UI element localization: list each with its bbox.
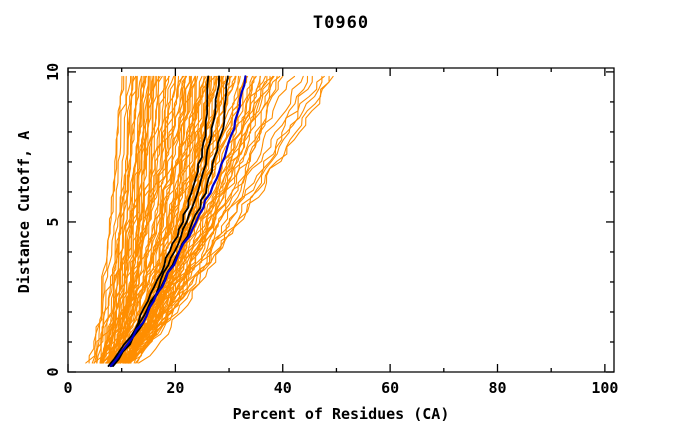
orange-model-curve xyxy=(122,75,218,364)
x-tick-label-100: 100 xyxy=(591,379,618,397)
orange-model-curve xyxy=(138,75,281,364)
orange-model-curve xyxy=(120,75,325,364)
orange-model-curve xyxy=(123,75,236,364)
orange-model-curve xyxy=(100,75,170,364)
orange-model-curve xyxy=(108,75,183,364)
orange-model-curve xyxy=(106,75,175,364)
y-tick-label-10: 10 xyxy=(44,63,62,81)
orange-model-curve xyxy=(91,75,137,364)
orange-model-curve xyxy=(118,75,304,364)
orange-model-curve xyxy=(127,75,313,364)
axes xyxy=(67,67,615,373)
orange-model-curve xyxy=(103,75,142,364)
orange-model-curve xyxy=(101,75,170,364)
y-tick-label-0: 0 xyxy=(44,367,62,376)
orange-model-curve xyxy=(101,75,218,364)
orange-model-curve xyxy=(107,75,180,364)
orange-model-curve xyxy=(93,75,127,364)
orange-model-curve xyxy=(101,75,147,364)
x-tick-label-80: 80 xyxy=(488,379,506,397)
orange-model-curve xyxy=(129,75,330,364)
x-tick-label-20: 20 xyxy=(166,379,184,397)
orange-model-curve xyxy=(96,75,143,364)
highlighted-model-curves xyxy=(107,75,247,368)
orange-model-curve xyxy=(102,75,176,364)
orange-model-curve xyxy=(114,75,296,364)
orange-model-curve xyxy=(108,75,152,364)
x-tick-label-60: 60 xyxy=(381,379,399,397)
orange-model-curve xyxy=(110,75,275,364)
orange-model-curve xyxy=(113,75,191,364)
blue-model-curve xyxy=(109,75,247,368)
x-axis-title: Percent of Residues (CA) xyxy=(232,405,450,423)
x-tick-label-40: 40 xyxy=(274,379,292,397)
x-tick-label-0: 0 xyxy=(63,379,72,397)
orange-model-curve xyxy=(93,75,137,364)
orange-model-curve xyxy=(128,75,261,364)
black-model-2-curve xyxy=(110,75,220,367)
orange-model-curve xyxy=(129,75,334,364)
tick-labels: 0 20 40 60 80 100 0 5 10 xyxy=(44,63,618,397)
orange-model-curve xyxy=(120,75,309,364)
orange-model-curves xyxy=(85,75,334,364)
chart-title: T0960 xyxy=(312,13,370,33)
y-axis-title: Distance Cutoff, A xyxy=(15,130,33,294)
y-tick-label-5: 5 xyxy=(44,217,62,226)
black-model-1-curve xyxy=(107,75,210,367)
orange-model-curve xyxy=(106,75,237,364)
orange-model-curve xyxy=(114,75,187,364)
orange-model-curve xyxy=(100,75,166,364)
